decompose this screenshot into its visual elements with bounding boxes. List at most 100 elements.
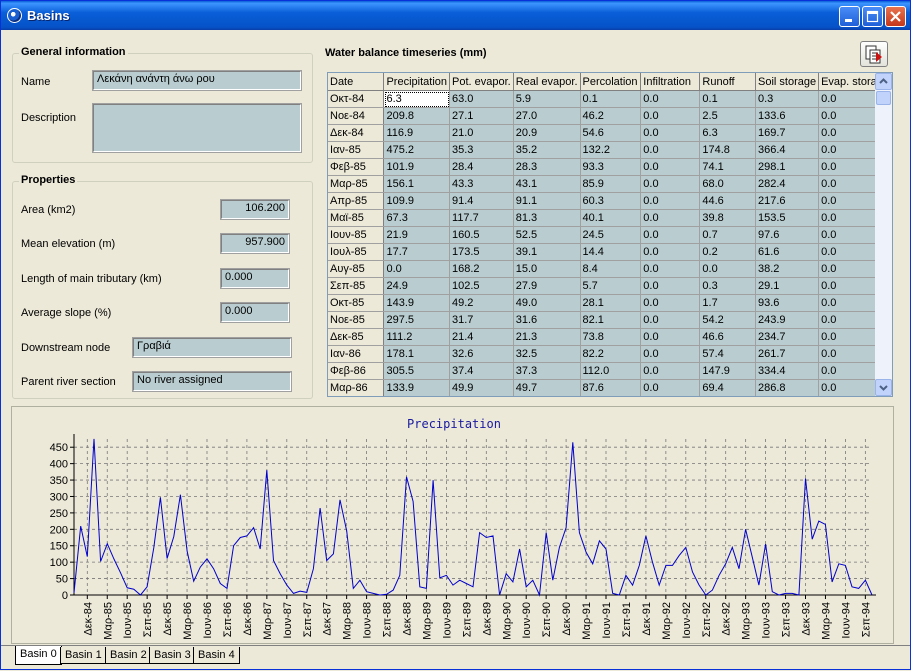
table-cell[interactable]: 21.3 [513,328,581,346]
parent-river-field[interactable]: No river assigned [132,371,292,392]
table-cell[interactable]: 27.0 [513,107,581,125]
table-cell[interactable]: 24.5 [580,226,642,244]
table-cell[interactable]: 2.5 [699,107,756,125]
table-cell[interactable]: 6.3 [383,90,451,108]
table-cell[interactable]: 168.2 [449,260,514,278]
title-bar[interactable]: Basins [1,1,910,30]
table-cell[interactable]: 334.4 [755,362,820,380]
table-cell[interactable]: 60.3 [580,192,642,210]
table-cell[interactable]: 81.3 [513,209,581,227]
table-cell[interactable]: 0.0 [640,107,701,125]
table-cell[interactable]: 46.6 [699,328,756,346]
table-cell[interactable]: 153.5 [755,209,820,227]
table-cell[interactable]: 0.0 [818,141,892,159]
table-cell[interactable]: 101.9 [383,158,451,176]
table-cell[interactable]: 21.0 [449,124,514,142]
table-cell[interactable]: 0.0 [640,124,701,142]
row-date-cell[interactable]: Δεκ-85 [328,328,385,346]
row-date-cell[interactable]: Μαϊ-85 [328,209,385,227]
table-cell[interactable]: 0.0 [640,209,701,227]
table-cell[interactable]: 14.4 [580,243,642,261]
table-cell[interactable]: 297.5 [383,311,451,329]
area-field[interactable]: 106.200 [220,199,290,220]
table-cell[interactable]: 37.4 [449,362,514,380]
table-cell[interactable]: 0.3 [755,90,820,108]
table-cell[interactable]: 46.2 [580,107,642,125]
table-cell[interactable]: 44.6 [699,192,756,210]
table-cell[interactable]: 0.0 [640,277,701,295]
table-cell[interactable]: 21.4 [449,328,514,346]
row-date-cell[interactable]: Μαρ-86 [328,379,385,396]
table-cell[interactable]: 305.5 [383,362,451,380]
table-cell[interactable]: 133.6 [755,107,820,125]
table-cell[interactable]: 57.4 [699,345,756,363]
maximize-button[interactable] [862,6,883,27]
tab-basin-2[interactable]: Basin 2 [105,647,152,664]
table-cell[interactable]: 31.6 [513,311,581,329]
table-cell[interactable]: 35.2 [513,141,581,159]
table-cell[interactable]: 54.6 [580,124,642,142]
table-cell[interactable]: 31.7 [449,311,514,329]
export-button[interactable] [860,41,888,67]
table-cell[interactable]: 0.0 [640,345,701,363]
table-cell[interactable]: 0.0 [818,311,892,329]
row-date-cell[interactable]: Δεκ-84 [328,124,385,142]
table-cell[interactable]: 38.2 [755,260,820,278]
table-cell[interactable]: 133.9 [383,379,451,396]
table-cell[interactable]: 67.3 [383,209,451,227]
grid-scrollbar[interactable] [875,73,892,396]
column-header[interactable]: Precipitation [383,73,451,91]
tab-basin-0[interactable]: Basin 0 [15,646,62,665]
table-cell[interactable]: 0.0 [818,328,892,346]
column-header[interactable]: Real evapor. [513,73,581,91]
downstream-node-field[interactable]: Γραβιά [132,337,292,358]
table-cell[interactable]: 43.1 [513,175,581,193]
table-cell[interactable]: 0.0 [818,243,892,261]
table-cell[interactable]: 0.0 [640,362,701,380]
table-cell[interactable]: 1.7 [699,294,756,312]
table-cell[interactable]: 286.8 [755,379,820,396]
table-cell[interactable]: 52.5 [513,226,581,244]
table-cell[interactable]: 40.1 [580,209,642,227]
table-cell[interactable]: 178.1 [383,345,451,363]
table-cell[interactable]: 143.9 [383,294,451,312]
table-cell[interactable]: 234.7 [755,328,820,346]
table-cell[interactable]: 160.5 [449,226,514,244]
table-cell[interactable]: 74.1 [699,158,756,176]
table-cell[interactable]: 17.7 [383,243,451,261]
table-cell[interactable]: 54.2 [699,311,756,329]
table-cell[interactable]: 0.0 [640,141,701,159]
table-cell[interactable]: 366.4 [755,141,820,159]
table-cell[interactable]: 0.0 [818,260,892,278]
row-date-cell[interactable]: Σεπ-85 [328,277,385,295]
table-cell[interactable]: 0.0 [818,294,892,312]
table-cell[interactable]: 93.6 [755,294,820,312]
tab-basin-3[interactable]: Basin 3 [149,647,196,664]
table-cell[interactable]: 0.0 [640,379,701,396]
table-cell[interactable]: 63.0 [449,90,514,108]
table-cell[interactable]: 0.1 [699,90,756,108]
table-cell[interactable]: 49.9 [449,379,514,396]
table-cell[interactable]: 0.0 [640,90,701,108]
table-cell[interactable]: 91.1 [513,192,581,210]
table-cell[interactable]: 0.0 [640,260,701,278]
table-cell[interactable]: 261.7 [755,345,820,363]
table-cell[interactable]: 97.6 [755,226,820,244]
table-cell[interactable]: 132.2 [580,141,642,159]
table-cell[interactable]: 28.3 [513,158,581,176]
description-field[interactable] [92,103,302,153]
table-cell[interactable]: 0.2 [699,243,756,261]
row-date-cell[interactable]: Φεβ-85 [328,158,385,176]
table-cell[interactable]: 85.9 [580,175,642,193]
table-cell[interactable]: 0.0 [818,124,892,142]
table-cell[interactable]: 282.4 [755,175,820,193]
column-header[interactable]: Runoff [699,73,756,91]
table-cell[interactable]: 217.6 [755,192,820,210]
table-cell[interactable]: 156.1 [383,175,451,193]
table-cell[interactable]: 61.6 [755,243,820,261]
table-cell[interactable]: 174.8 [699,141,756,159]
table-cell[interactable]: 0.0 [818,107,892,125]
table-cell[interactable]: 49.7 [513,379,581,396]
row-date-cell[interactable]: Ιουν-85 [328,226,385,244]
table-cell[interactable]: 91.4 [449,192,514,210]
